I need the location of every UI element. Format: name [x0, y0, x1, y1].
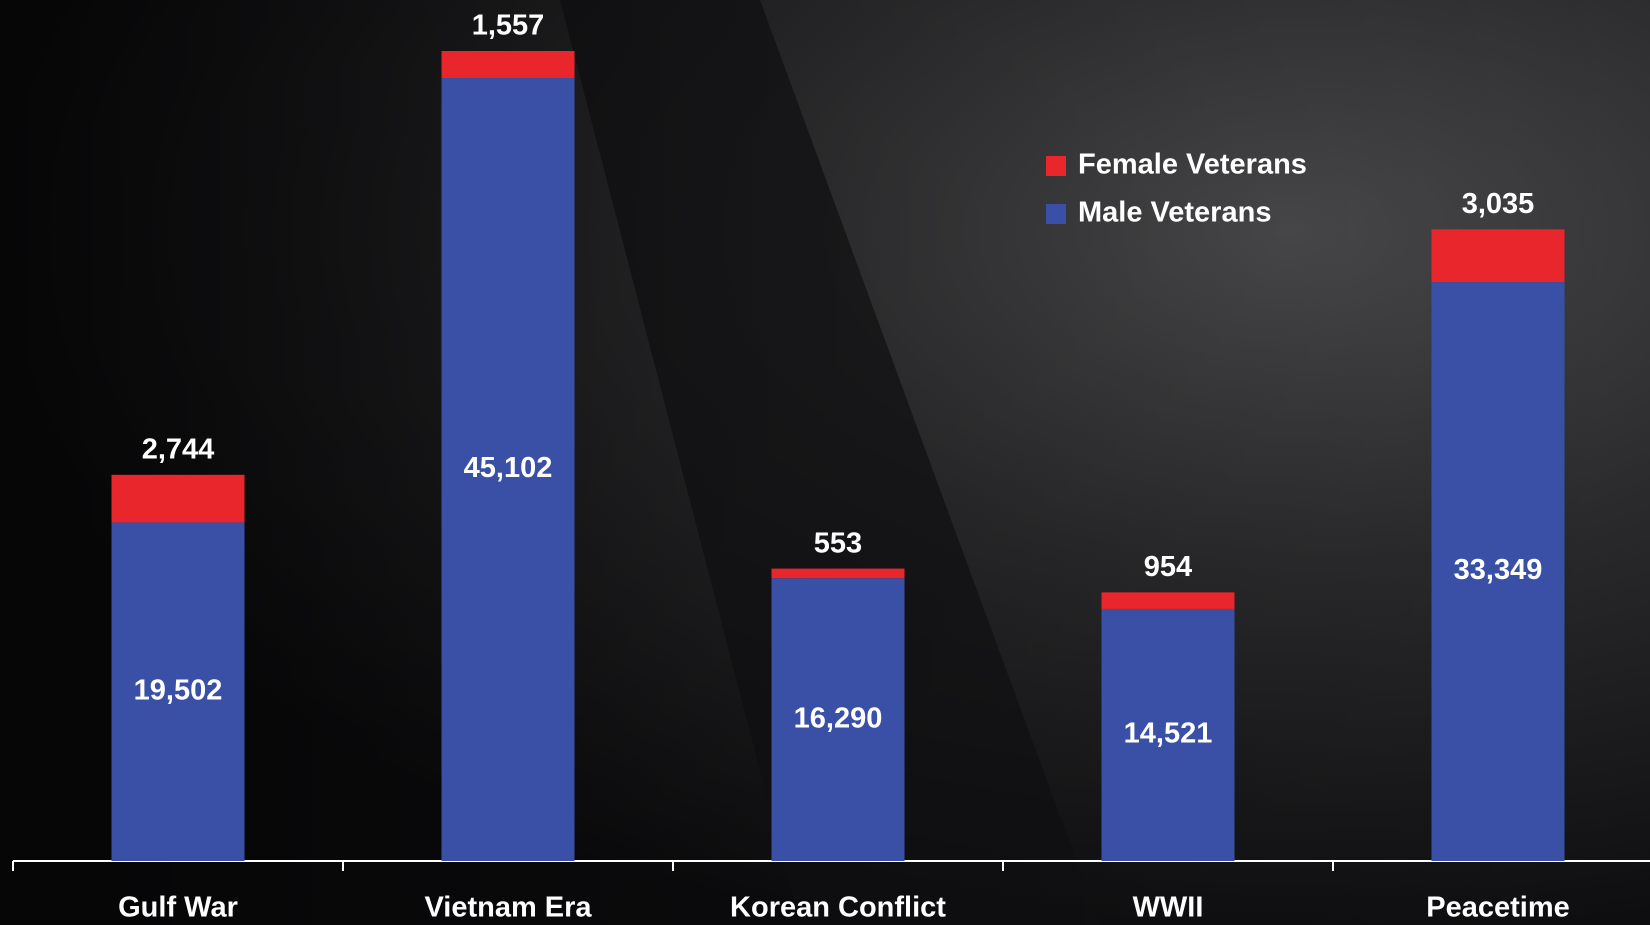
data-label: 14,521 [1124, 718, 1213, 750]
x-tick-label: Peacetime [1426, 892, 1570, 924]
data-label: 16,290 [794, 702, 883, 734]
bar-segment [1432, 229, 1565, 282]
legend-label: Female Veterans [1078, 149, 1307, 181]
bar-segment [112, 475, 245, 523]
bar-segment [1102, 592, 1235, 609]
legend-label: Male Veterans [1078, 197, 1271, 229]
data-label: 2,744 [142, 433, 215, 465]
data-label: 954 [1144, 551, 1192, 583]
data-label: 45,102 [464, 452, 553, 484]
data-label: 33,349 [1454, 554, 1543, 586]
data-label: 19,502 [134, 674, 223, 706]
bar-segment [772, 569, 905, 579]
legend-swatch [1046, 156, 1066, 176]
chart: 19,502 2,744 Gulf War 45,102 1,557 Vietnam Er… [0, 0, 1650, 925]
bar-segment [442, 51, 575, 78]
x-tick-label: Gulf War [118, 892, 238, 924]
x-tick-label: Korean Conflict [730, 892, 946, 924]
data-label: 553 [814, 527, 862, 559]
data-label: 1,557 [472, 10, 545, 42]
x-tick-label: WWII [1133, 892, 1204, 924]
x-tick-label: Vietnam Era [424, 892, 592, 924]
legend-swatch [1046, 204, 1066, 224]
data-label: 3,035 [1462, 188, 1535, 220]
